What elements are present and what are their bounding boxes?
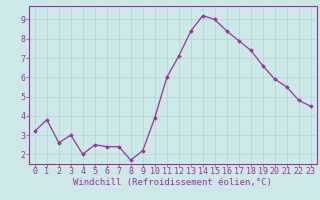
X-axis label: Windchill (Refroidissement éolien,°C): Windchill (Refroidissement éolien,°C) — [73, 178, 272, 187]
